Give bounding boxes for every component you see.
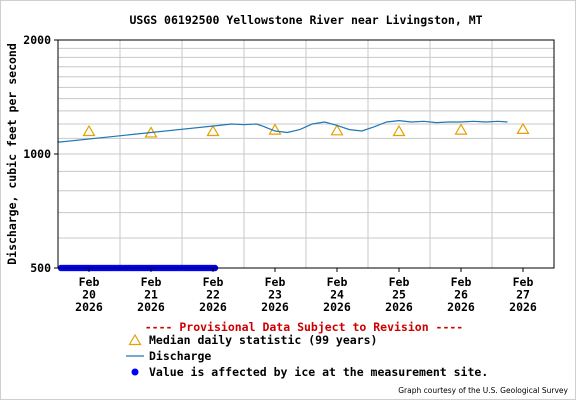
x-tick-label: 2026 xyxy=(385,300,413,314)
median-point xyxy=(454,123,468,135)
x-tick-label: Feb xyxy=(327,275,348,289)
y-tick-labels: 500 1000 2000 xyxy=(23,33,58,275)
median-point xyxy=(392,124,406,137)
x-tick-label: 21 xyxy=(144,288,158,302)
x-tick-label: 25 xyxy=(392,288,406,302)
x-tick-label: 2026 xyxy=(509,300,537,314)
legend-triangle-symbol xyxy=(128,333,142,346)
x-tick-label: 24 xyxy=(330,288,344,302)
discharge-line xyxy=(57,119,508,143)
y-axis-label: Discharge, cubic feet per second xyxy=(5,43,19,265)
chart-title: USGS 06192500 Yellowstone River near Liv… xyxy=(129,13,482,27)
x-tick-label: 2026 xyxy=(447,300,475,314)
legend-label: Discharge xyxy=(149,349,211,363)
y-tick-label: 1000 xyxy=(23,147,51,161)
provisional-notice: ---- Provisional Data Subject to Revisio… xyxy=(145,320,464,334)
x-tick-label: Feb xyxy=(513,275,534,289)
x-tick-label: 22 xyxy=(206,288,220,302)
x-tick-label: 2026 xyxy=(75,300,103,314)
legend-label: Median daily statistic (99 years) xyxy=(149,333,377,347)
x-tick-label: 2026 xyxy=(137,300,165,314)
x-tick-label: Feb xyxy=(203,275,224,289)
x-tick-label: Feb xyxy=(141,275,162,289)
legend-label: Value is affected by ice at the measurem… xyxy=(149,365,488,379)
median-point xyxy=(516,122,530,134)
legend-dot-symbol xyxy=(131,368,139,376)
credit-text: Graph courtesy of the U.S. Geological Su… xyxy=(398,386,568,395)
y-tick-label: 2000 xyxy=(23,33,51,47)
x-tick-label: 23 xyxy=(268,288,282,302)
x-tick-label: 2026 xyxy=(323,300,351,314)
x-tick-label: 27 xyxy=(516,288,530,302)
grid-lines xyxy=(58,39,554,269)
median-point xyxy=(82,124,96,137)
x-tick-label: Feb xyxy=(79,275,100,289)
y-tick-label: 500 xyxy=(30,261,51,275)
series-layer xyxy=(57,119,530,272)
x-tick-label: 26 xyxy=(454,288,468,302)
x-tick-label: Feb xyxy=(389,275,410,289)
x-tick-label: Feb xyxy=(265,275,286,289)
x-tick-label: 2026 xyxy=(199,300,227,314)
legend: Median daily statistic (99 years) Dischar… xyxy=(126,333,488,379)
x-tick-label: 20 xyxy=(82,288,96,302)
x-tick-label: Feb xyxy=(451,275,472,289)
median-point xyxy=(330,124,344,136)
x-tick-labels: Feb202026Feb212026Feb222026Feb232026Feb2… xyxy=(75,268,537,314)
median-point xyxy=(206,124,220,137)
x-tick-label: 2026 xyxy=(261,300,289,314)
